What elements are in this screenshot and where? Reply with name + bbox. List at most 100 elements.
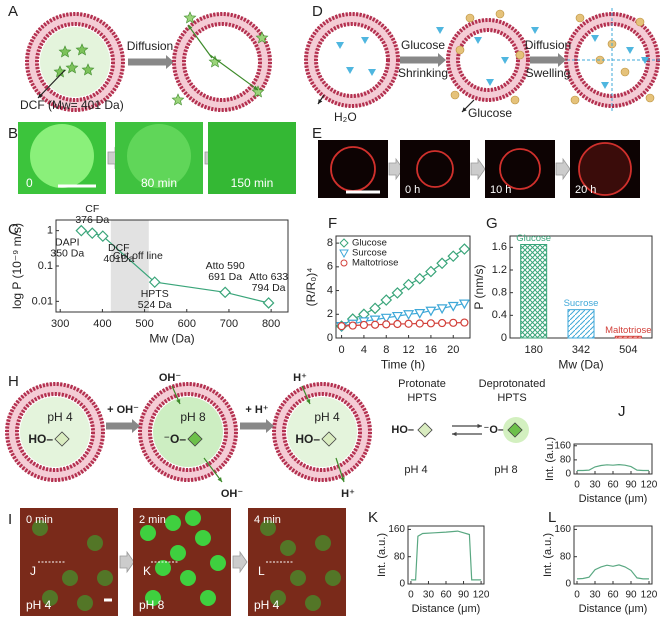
- label: 4 min: [254, 514, 281, 526]
- x-axis-label: Distance (μm): [579, 493, 648, 505]
- vesicle-image: [499, 148, 541, 190]
- arrow-head: [340, 477, 345, 482]
- lipid-heads: [304, 12, 400, 108]
- vesicle-image: [145, 590, 161, 606]
- point-label: 401Da: [103, 253, 134, 265]
- step-arrow: [119, 550, 135, 574]
- marker: [413, 272, 426, 285]
- label: K: [143, 564, 151, 578]
- label: 20 h: [575, 184, 596, 196]
- vesicle-image: [290, 570, 306, 586]
- label: pH 8: [180, 410, 206, 424]
- glucose: [635, 17, 645, 27]
- panel-letter: E: [312, 125, 322, 142]
- vesicle-image: [305, 595, 321, 611]
- water: [601, 82, 609, 89]
- x-tick-label: 60: [440, 590, 452, 601]
- arrow-shaft: [187, 24, 213, 59]
- label: Shrinking: [398, 66, 448, 80]
- vesicle-image: [315, 535, 331, 551]
- marker: [391, 311, 403, 322]
- y-tick-label: 0.4: [492, 309, 507, 321]
- label: pH 8: [139, 598, 165, 612]
- marker: [391, 287, 404, 299]
- vesicle-image: [185, 510, 201, 526]
- dye-star: [208, 55, 222, 68]
- arrow-head: [188, 25, 193, 30]
- arrow-shaft: [37, 69, 66, 99]
- label: 0: [26, 176, 33, 190]
- marker: [426, 319, 436, 328]
- vesicle-image: [325, 570, 341, 586]
- y-tick-label: 1.6: [492, 241, 507, 253]
- label: HO–: [28, 432, 53, 446]
- label: Deprotonated: [479, 378, 546, 390]
- lipid-heads: [272, 382, 372, 482]
- dye-star: [171, 93, 185, 106]
- y-tick-label: 0.1: [38, 260, 53, 272]
- vesicle-lumen: [287, 397, 357, 467]
- marker: [369, 302, 381, 315]
- x-tick-label: 120: [473, 590, 490, 601]
- vesicle-image: [77, 595, 93, 611]
- label: 80 min: [141, 176, 177, 190]
- x-tick-label: 300: [51, 318, 69, 330]
- panel-letter: F: [328, 215, 337, 232]
- vesicle-membrane: [447, 19, 529, 101]
- water: [346, 67, 354, 74]
- x-tick-label: 16: [425, 344, 437, 356]
- water: [368, 69, 376, 76]
- label: H⁺: [341, 488, 355, 500]
- label: + H⁺: [245, 404, 268, 416]
- y-tick-label: 80: [394, 551, 406, 562]
- y-axis-label: log P (10⁻⁹ m/s): [10, 223, 24, 309]
- dye-star: [65, 61, 79, 74]
- micrograph: [318, 140, 388, 198]
- legend-label: Glucose: [352, 238, 387, 249]
- legend-label: Surcose: [352, 248, 387, 259]
- bar-label: Glucose: [516, 233, 551, 244]
- vesicle-image: [180, 570, 196, 586]
- water: [361, 37, 369, 44]
- x-tick-label: 90: [625, 590, 637, 601]
- y-tick-label: 2: [327, 308, 333, 320]
- y-tick-label: 8: [327, 237, 333, 249]
- arrow-head: [38, 93, 43, 98]
- marker: [96, 230, 109, 242]
- lipid-heads: [5, 382, 105, 482]
- vesicle-image: [165, 515, 181, 531]
- label: pH 4: [314, 410, 340, 424]
- y-tick-label: 4: [327, 284, 333, 296]
- glucose: [570, 95, 580, 105]
- marker: [436, 304, 448, 315]
- marker: [393, 319, 402, 329]
- glucose: [455, 45, 465, 55]
- point-label: DCF: [108, 242, 130, 254]
- y-tick-label: 0.8: [492, 287, 507, 299]
- dye-star: [81, 63, 95, 76]
- vesicle-image: [62, 570, 78, 586]
- glucose: [645, 93, 655, 103]
- x-tick-label: 180: [524, 344, 542, 356]
- panel-letter: C: [8, 221, 19, 238]
- arrow-shaft: [203, 457, 223, 483]
- bar-label: Maltotriose: [605, 325, 651, 336]
- marker: [369, 315, 381, 326]
- x-axis-label: Mw (Da): [558, 357, 603, 371]
- panel-letter: K: [368, 509, 378, 526]
- y-tick-label: 0: [565, 469, 571, 480]
- vesicle-membrane: [273, 383, 371, 481]
- label: HPTS: [497, 392, 526, 404]
- bar-label: Sucrose: [564, 298, 599, 309]
- arrow-shaft: [209, 54, 259, 91]
- vesicle-image: [42, 590, 58, 606]
- process-arrow: [106, 419, 140, 433]
- hpts: [417, 422, 433, 438]
- lipid-heads: [314, 22, 390, 98]
- arrow-head: [477, 423, 482, 429]
- label: Swelling: [526, 66, 571, 80]
- process-arrow: [530, 53, 566, 67]
- point-label: CF: [85, 203, 99, 215]
- marker: [436, 257, 448, 270]
